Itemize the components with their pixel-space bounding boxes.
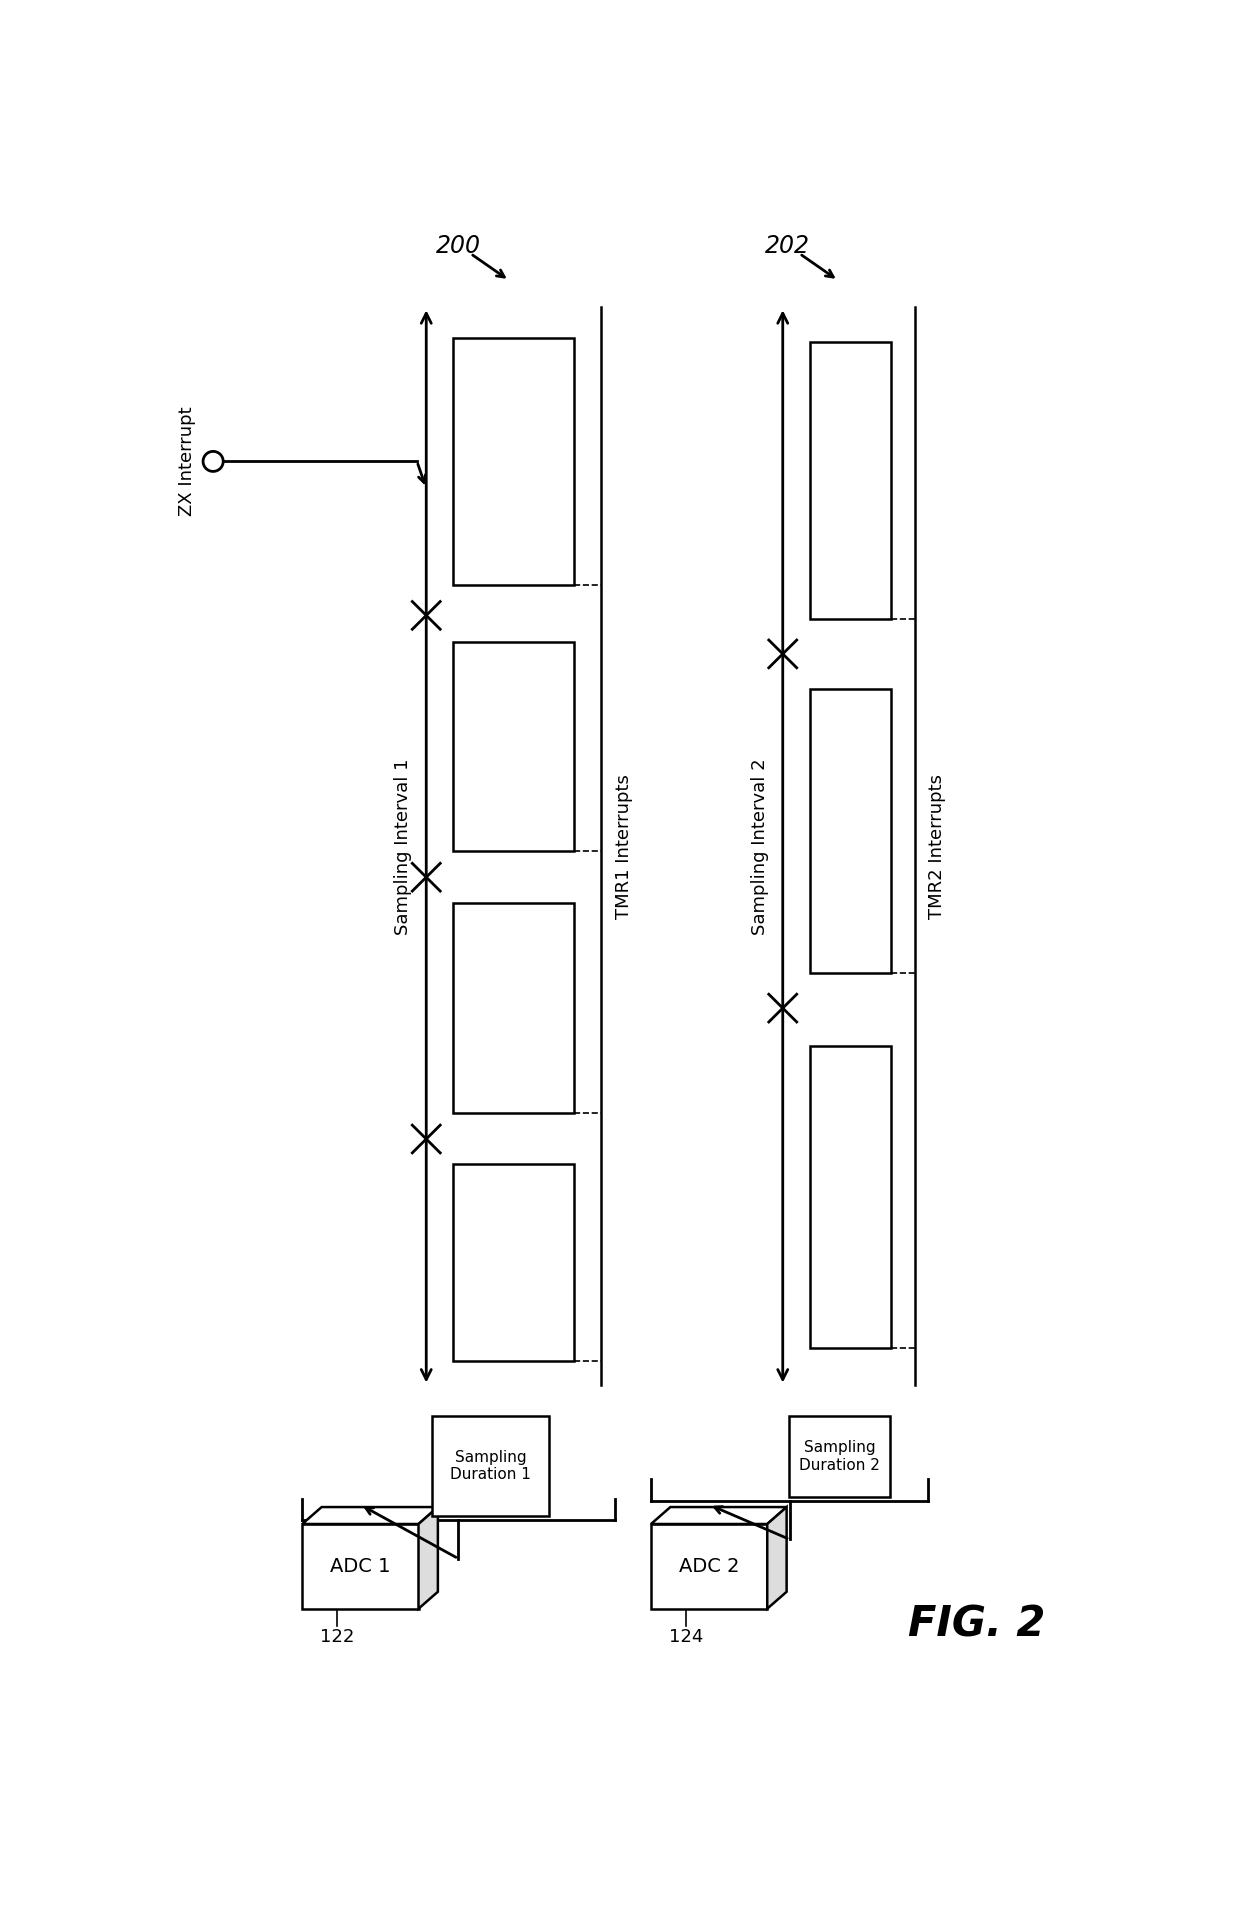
Text: ZX Interrupt: ZX Interrupt (179, 407, 196, 516)
Bar (433, 1417, 549, 1517)
Polygon shape (303, 1507, 438, 1524)
Bar (789, 1417, 890, 1498)
Text: TMR1 Interrupts: TMR1 Interrupts (615, 774, 632, 920)
Text: TMR2 Interrupts: TMR2 Interrupts (929, 774, 946, 920)
Polygon shape (419, 1507, 438, 1609)
Text: Sampling
Duration 1: Sampling Duration 1 (450, 1450, 531, 1482)
Text: 124: 124 (668, 1628, 703, 1645)
Text: ADC 2: ADC 2 (678, 1557, 739, 1576)
Text: Sampling
Duration 2: Sampling Duration 2 (799, 1440, 879, 1473)
Bar (454, 641, 573, 851)
Text: 200: 200 (436, 234, 481, 257)
Text: ADC 1: ADC 1 (330, 1557, 391, 1576)
Bar (454, 1164, 573, 1361)
Bar (303, 1524, 419, 1609)
Text: Sampling Interval 1: Sampling Interval 1 (394, 758, 412, 935)
Text: FIG. 2: FIG. 2 (908, 1603, 1045, 1645)
Text: Sampling Interval 2: Sampling Interval 2 (750, 758, 769, 935)
Bar (454, 338, 573, 584)
Bar (810, 342, 892, 620)
Text: 202: 202 (765, 234, 810, 257)
Bar (810, 1046, 892, 1348)
Bar (454, 904, 573, 1114)
Bar (651, 1524, 768, 1609)
Polygon shape (768, 1507, 786, 1609)
Bar (810, 689, 892, 973)
Text: 122: 122 (320, 1628, 355, 1645)
Polygon shape (651, 1507, 786, 1524)
